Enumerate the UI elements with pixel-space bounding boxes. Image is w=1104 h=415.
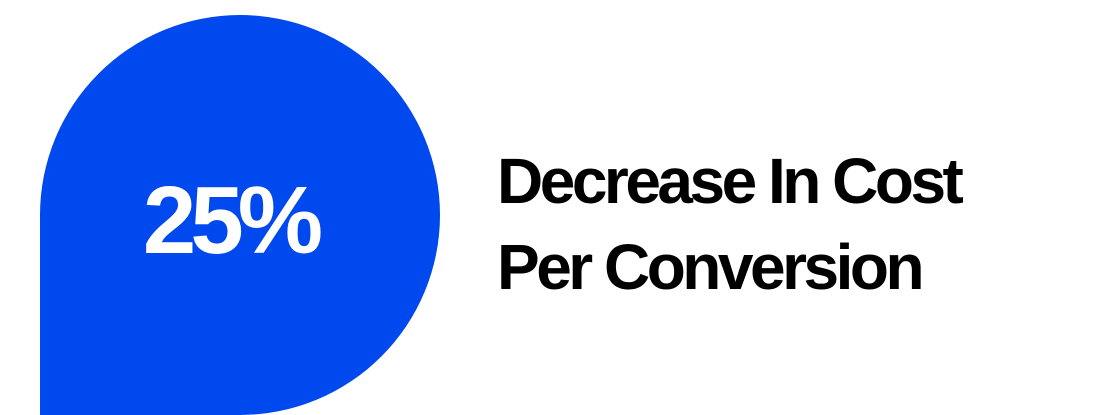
stat-label-line-2: Per Conversion xyxy=(497,231,925,303)
stat-label: Decrease In Cost Per Conversion xyxy=(497,138,1097,310)
stat-value: 25% xyxy=(142,167,323,274)
stat-badge: 25% xyxy=(40,15,440,415)
stat-label-line-1: Decrease In Cost xyxy=(497,145,964,217)
